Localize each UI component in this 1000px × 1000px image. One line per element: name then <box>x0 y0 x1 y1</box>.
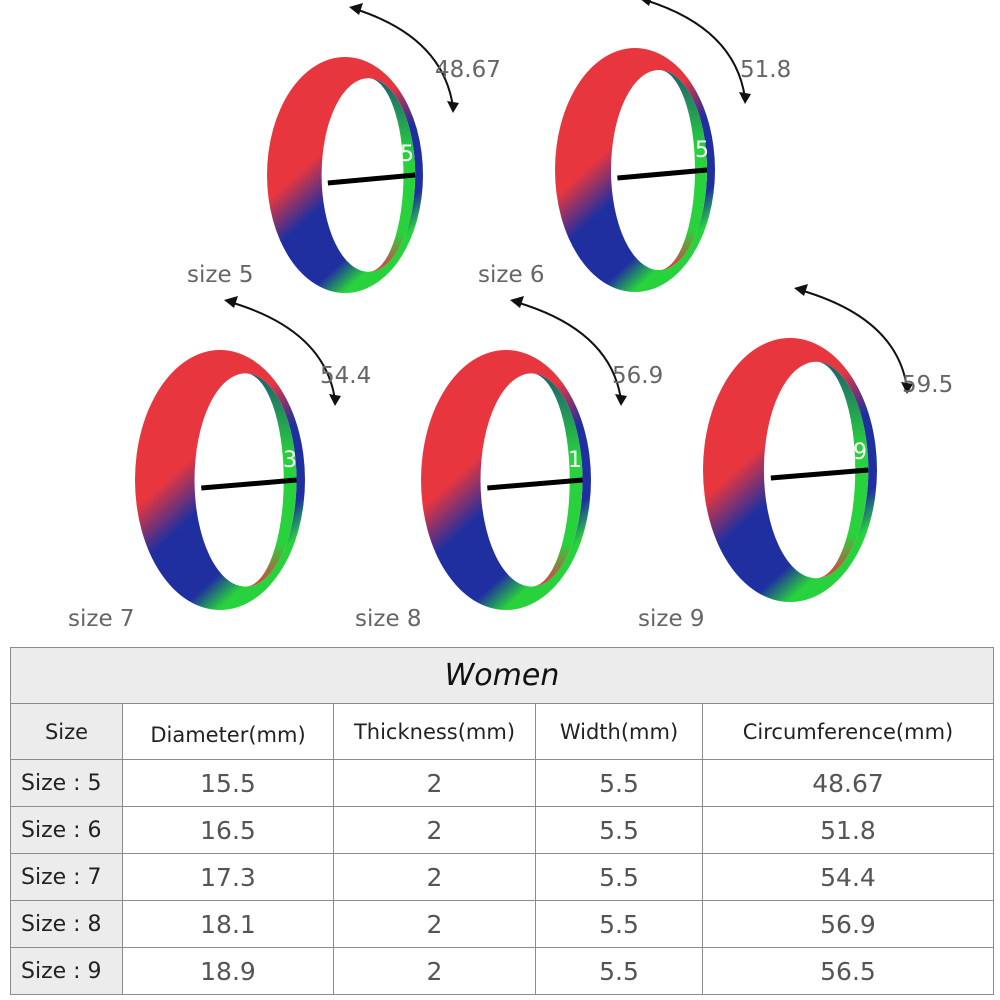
circumference-label: 48.67 <box>435 57 501 83</box>
cell-width: 5.5 <box>535 806 703 854</box>
circumference-arrow-icon <box>644 0 746 99</box>
circumference-label: 54.4 <box>320 363 372 389</box>
size-chart-table: Women Size Diameter(mm) Thickness(mm) Wi… <box>10 647 994 995</box>
ring-image <box>135 296 341 610</box>
ring-inner-band <box>816 361 869 579</box>
header-diameter: Diameter(mm) <box>122 703 334 760</box>
table-row: Size : 6 16.5 2 5.5 51.8 <box>10 806 994 854</box>
ring-outer-band <box>703 338 877 602</box>
size-label: size 7 <box>68 606 135 632</box>
circumference-label: 59.5 <box>902 372 954 398</box>
diameter-line <box>617 167 708 181</box>
cell-diameter: 18.1 <box>122 900 334 948</box>
table-title: Women <box>10 647 994 704</box>
ring-outer-band <box>555 48 715 292</box>
ring-inner-band <box>531 373 583 587</box>
ring-inner-band <box>368 78 416 272</box>
cell-circumference: 56.9 <box>702 900 994 948</box>
cell-size: Size : 7 <box>10 853 123 901</box>
diameter-label: 17.3 <box>248 448 297 473</box>
header-circumference: Circumference(mm) <box>702 703 994 760</box>
diameter-label: 18.1 <box>533 448 582 473</box>
ring-outer-band <box>421 350 591 610</box>
size-label: size 8 <box>355 606 422 632</box>
circumference-arrow-icon <box>229 301 336 401</box>
cell-size: Size : 6 <box>10 806 123 854</box>
diameter-line <box>487 477 583 491</box>
cell-circumference: 54.4 <box>702 853 994 901</box>
cell-circumference: 56.5 <box>702 947 994 995</box>
cell-thickness: 2 <box>333 947 536 995</box>
cell-width: 5.5 <box>535 947 703 995</box>
table-row: Size : 9 18.9 2 5.5 56.5 <box>10 947 994 995</box>
cell-diameter: 16.5 <box>122 806 334 854</box>
circumference-label: 56.9 <box>612 363 664 389</box>
size-label: size 9 <box>638 606 705 632</box>
cell-diameter: 15.5 <box>122 759 334 807</box>
diameter-label: 16.5 <box>660 138 709 163</box>
table-row: Size : 8 18.1 2 5.5 56.9 <box>10 900 994 948</box>
ring-image <box>703 284 913 602</box>
cell-width: 5.5 <box>535 900 703 948</box>
ring-image <box>267 3 459 293</box>
ring-image <box>555 0 751 292</box>
ring-outer-band <box>135 350 305 610</box>
cell-width: 5.5 <box>535 853 703 901</box>
circumference-arrow-icon <box>799 289 908 389</box>
circumference-arrow-icon <box>515 301 622 401</box>
diameter-line <box>327 172 416 186</box>
cell-thickness: 2 <box>333 900 536 948</box>
cell-width: 5.5 <box>535 759 703 807</box>
cell-diameter: 18.9 <box>122 947 334 995</box>
table-row: Size : 5 15.5 2 5.5 48.67 <box>10 759 994 807</box>
ring-inner-band <box>245 373 297 587</box>
cell-thickness: 2 <box>333 806 536 854</box>
header-thickness: Thickness(mm) <box>333 703 536 760</box>
table-row: Size : 7 17.3 2 5.5 54.4 <box>10 853 994 901</box>
circumference-arrow-icon <box>354 8 454 108</box>
cell-circumference: 48.67 <box>702 759 994 807</box>
cell-thickness: 2 <box>333 759 536 807</box>
cell-thickness: 2 <box>333 853 536 901</box>
cell-size: Size : 5 <box>10 759 123 807</box>
header-size: Size <box>10 703 123 760</box>
header-width: Width(mm) <box>535 703 703 760</box>
diameter-label: 15.5 <box>365 142 414 167</box>
circumference-label: 51.8 <box>740 57 792 83</box>
diameter-line <box>201 477 297 491</box>
diameter-label: 18.9 <box>818 440 867 465</box>
ring-inner-band <box>659 69 707 271</box>
cell-size: Size : 9 <box>10 947 123 995</box>
cell-circumference: 51.8 <box>702 806 994 854</box>
cell-size: Size : 8 <box>10 900 123 948</box>
diameter-line <box>770 467 869 481</box>
cell-diameter: 17.3 <box>122 853 334 901</box>
size-label: size 5 <box>187 262 254 288</box>
size-label: size 6 <box>478 262 545 288</box>
ring-image <box>421 296 627 610</box>
table-header-row: Size Diameter(mm) Thickness(mm) Width(mm… <box>10 703 994 760</box>
ring-outer-band <box>267 57 423 293</box>
